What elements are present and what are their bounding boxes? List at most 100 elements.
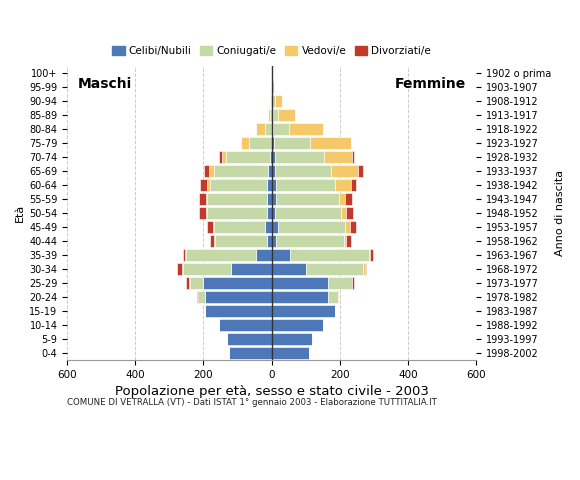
Bar: [205, 165, 209, 177]
Bar: [215, 221, 266, 233]
Bar: [342, 207, 346, 219]
Bar: [310, 137, 351, 149]
Bar: [350, 179, 356, 191]
Bar: [268, 165, 271, 177]
Bar: [271, 109, 273, 120]
Bar: [264, 123, 271, 135]
Bar: [205, 291, 271, 303]
Bar: [219, 319, 271, 331]
Bar: [324, 151, 351, 163]
Bar: [213, 165, 268, 177]
Bar: [207, 179, 209, 191]
Bar: [200, 207, 205, 219]
Text: Maschi: Maschi: [78, 77, 132, 91]
Bar: [290, 249, 369, 261]
Bar: [274, 137, 310, 149]
Bar: [276, 235, 344, 247]
Text: COMUNE DI VETRALLA (VT) - Dati ISTAT 1° gennaio 2003 - Elaborazione TUTTITALIA.I: COMUNE DI VETRALLA (VT) - Dati ISTAT 1° …: [67, 398, 437, 407]
Bar: [229, 347, 271, 359]
Bar: [275, 95, 282, 107]
Bar: [266, 221, 271, 233]
Bar: [198, 291, 205, 303]
Bar: [271, 207, 275, 219]
Bar: [197, 291, 198, 303]
Bar: [270, 151, 271, 163]
Bar: [199, 193, 205, 204]
Y-axis label: Anno di nascita: Anno di nascita: [555, 170, 565, 256]
Bar: [204, 277, 271, 288]
Bar: [328, 291, 338, 303]
Bar: [256, 249, 271, 261]
Bar: [273, 109, 278, 120]
Bar: [272, 95, 275, 107]
Bar: [346, 207, 353, 219]
Bar: [186, 249, 256, 261]
Bar: [271, 123, 273, 135]
Bar: [215, 235, 267, 247]
Bar: [351, 151, 354, 163]
Bar: [271, 81, 272, 93]
Bar: [226, 151, 270, 163]
Bar: [275, 151, 324, 163]
Bar: [205, 193, 207, 204]
Bar: [344, 235, 346, 247]
Bar: [276, 179, 335, 191]
Bar: [338, 291, 339, 303]
Bar: [205, 207, 207, 219]
Bar: [328, 277, 351, 288]
Bar: [268, 109, 270, 120]
Bar: [289, 123, 322, 135]
Text: Popolazione per età, sesso e stato civile - 2003: Popolazione per età, sesso e stato civil…: [115, 385, 429, 398]
Bar: [370, 249, 373, 261]
Bar: [209, 165, 213, 177]
Bar: [271, 347, 309, 359]
Bar: [273, 123, 289, 135]
Bar: [271, 333, 313, 345]
Bar: [270, 95, 271, 107]
Bar: [271, 263, 306, 275]
Y-axis label: Età: Età: [15, 204, 25, 222]
Bar: [278, 221, 345, 233]
Bar: [267, 207, 271, 219]
Bar: [271, 291, 328, 303]
Bar: [213, 235, 215, 247]
Bar: [205, 305, 271, 317]
Bar: [350, 221, 356, 233]
Bar: [211, 235, 213, 247]
Bar: [271, 193, 275, 204]
Bar: [271, 277, 328, 288]
Bar: [306, 263, 364, 275]
Bar: [189, 277, 190, 288]
Bar: [270, 109, 271, 120]
Bar: [256, 123, 264, 135]
Bar: [369, 249, 370, 261]
Bar: [339, 193, 346, 204]
Bar: [272, 81, 274, 93]
Bar: [271, 221, 278, 233]
Bar: [271, 319, 322, 331]
Bar: [267, 193, 271, 204]
Bar: [275, 165, 331, 177]
Bar: [352, 277, 354, 288]
Bar: [331, 165, 358, 177]
Bar: [206, 221, 213, 233]
Bar: [271, 165, 275, 177]
Bar: [271, 179, 275, 191]
Bar: [186, 277, 189, 288]
Bar: [219, 151, 222, 163]
Bar: [231, 263, 271, 275]
Bar: [364, 263, 366, 275]
Bar: [346, 193, 352, 204]
Bar: [346, 235, 350, 247]
Bar: [278, 109, 295, 120]
Bar: [271, 95, 272, 107]
Bar: [271, 305, 335, 317]
Bar: [213, 221, 215, 233]
Bar: [200, 179, 207, 191]
Bar: [209, 179, 267, 191]
Bar: [222, 151, 226, 163]
Bar: [358, 165, 364, 177]
Bar: [345, 221, 350, 233]
Bar: [271, 235, 275, 247]
Bar: [351, 277, 352, 288]
